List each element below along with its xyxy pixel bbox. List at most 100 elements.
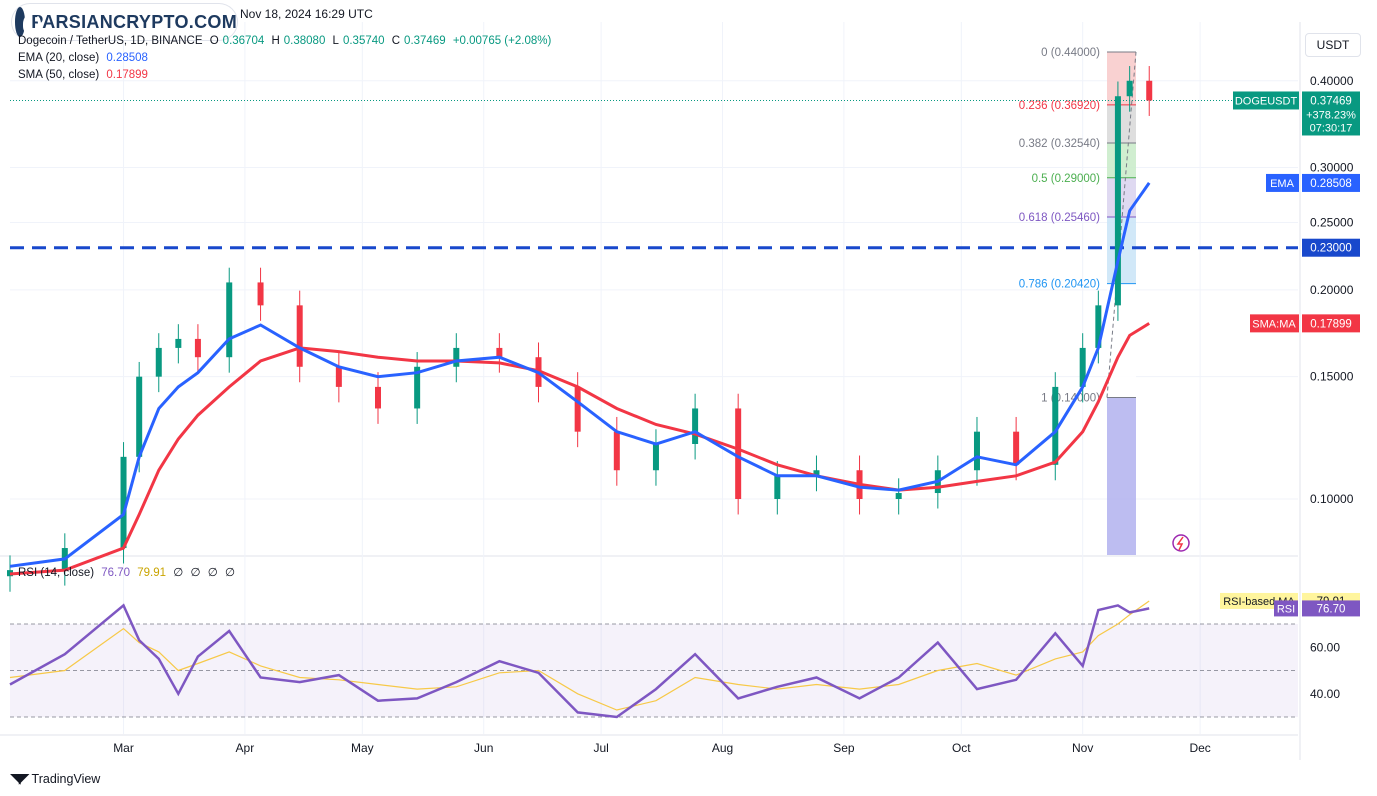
- last-price-change-tag: +378.23%: [1306, 109, 1356, 121]
- rsi-tick-label: 40.00: [1310, 687, 1340, 701]
- rsi-tag-label: RSI: [1277, 603, 1295, 615]
- bar-countdown-tag: 07:30:17: [1310, 122, 1353, 134]
- candle: [136, 376, 143, 457]
- footer-brand-text: TradingView: [31, 771, 101, 786]
- tradingview-logo-icon: ◥◤: [10, 770, 29, 786]
- ema-value: 0.28508: [106, 52, 148, 64]
- rsi-extra: ∅: [207, 567, 218, 579]
- symbol-tag-label: DOGEUSDT: [1235, 95, 1298, 107]
- ema-line: [9, 182, 1151, 568]
- rsi-legend[interactable]: RSI (14, close) 76.70 79.91 ∅ ∅ ∅ ∅: [18, 565, 239, 579]
- fib-trend-line: [1106, 51, 1137, 398]
- rsi-line: [9, 603, 1150, 719]
- fib-level-label: 0 (0.44000): [1041, 47, 1100, 59]
- time-axis-label: May: [351, 741, 374, 755]
- close-label: C: [391, 35, 401, 47]
- candle: [973, 431, 980, 471]
- time-axis-label: Mar: [113, 741, 134, 755]
- fib-level-label: 0.618 (0.25460): [1019, 212, 1100, 224]
- time-axis-label: Dec: [1189, 741, 1210, 755]
- sma-tag-label-box: [1250, 314, 1299, 333]
- rsi-tick-label: 60.00: [1310, 640, 1340, 654]
- candle: [496, 347, 503, 358]
- chart-timestamp: Nov 18, 2024 16:29 UTC: [240, 7, 373, 21]
- ema-tag-label: EMA: [1270, 178, 1295, 190]
- candle: [335, 366, 342, 387]
- time-axis-label: Sep: [833, 741, 855, 755]
- rsi-tag-label-box: [1274, 600, 1298, 617]
- footer-brand[interactable]: ◥◤ TradingView: [10, 770, 100, 787]
- candle: [613, 431, 620, 471]
- sma-value: 0.17899: [106, 69, 148, 81]
- sma-label: SMA (50, close): [18, 69, 100, 81]
- candle: [257, 282, 264, 306]
- candle: [414, 366, 421, 409]
- lightning-icon: [1172, 534, 1190, 552]
- fib-level-label: 0.5 (0.29000): [1032, 173, 1101, 185]
- candle: [735, 408, 742, 499]
- candle: [652, 443, 659, 471]
- rsi-extra: ∅: [190, 567, 201, 579]
- candle: [1079, 347, 1086, 387]
- sma-line: [9, 322, 1150, 576]
- ema-tag-label-box: [1266, 173, 1299, 192]
- price-tick-label: 0.20000: [1310, 283, 1354, 297]
- price-tick-label: 0.15000: [1310, 370, 1354, 384]
- candle: [692, 408, 699, 444]
- support-tag-box: [1302, 238, 1360, 257]
- fib-level-label: 0.236 (0.36920): [1019, 100, 1100, 112]
- price-tick-label: 0.25000: [1310, 216, 1354, 230]
- fib-level-label: 0.382 (0.32540): [1019, 138, 1100, 150]
- logo-mark-icon: [15, 7, 42, 37]
- ema-tag-box: [1302, 173, 1360, 192]
- candle: [813, 470, 820, 476]
- open-label: O: [209, 35, 219, 47]
- candle: [175, 338, 182, 348]
- ema-tag-value: 0.28508: [1310, 178, 1352, 190]
- candle: [194, 338, 201, 358]
- price-tick-label: 0.30000: [1310, 161, 1354, 175]
- candle: [296, 305, 303, 367]
- candle: [375, 386, 381, 409]
- open-value: 0.36704: [222, 35, 265, 47]
- rsi-tag-box: [1302, 600, 1360, 617]
- fib-zone: [1107, 177, 1136, 218]
- high-value: 0.38080: [283, 35, 326, 47]
- rsi-title: RSI (14, close): [18, 567, 95, 579]
- low-label: L: [332, 35, 339, 47]
- ema-label: EMA (20, close): [18, 52, 100, 64]
- candle: [1052, 386, 1059, 465]
- candle: [453, 347, 460, 367]
- ema-legend[interactable]: EMA (20, close) 0.28508: [18, 52, 152, 64]
- symbol-tag-label-box: [1233, 91, 1299, 110]
- rsi-tag-value: 76.70: [1317, 603, 1346, 615]
- rsi-ma-legend-value: 79.91: [137, 567, 167, 579]
- candle: [226, 282, 233, 358]
- site-logo: PARSIANCRYPTO.COM: [12, 4, 237, 40]
- sma-tag-label: SMA:MA: [1252, 318, 1296, 330]
- fib-zone: [1107, 52, 1136, 105]
- symbol-name[interactable]: Dogecoin / TetherUS, 1D, BINANCE: [18, 35, 203, 47]
- rsi-ma-line: [9, 600, 1150, 711]
- price-tick-label: 0.40000: [1310, 74, 1354, 88]
- candle: [1146, 80, 1153, 101]
- currency-button[interactable]: USDT: [1305, 33, 1361, 57]
- time-axis-label: Jul: [593, 741, 608, 755]
- candle: [155, 347, 162, 377]
- fib-level-label: 1 (0.14000): [1041, 392, 1100, 404]
- fib-zone: [1107, 143, 1136, 178]
- support-tag-value: 0.23000: [1310, 243, 1352, 255]
- candle: [1126, 80, 1133, 97]
- candle: [774, 475, 781, 499]
- rsi-extra: ∅: [224, 567, 235, 579]
- time-axis-label: Oct: [952, 741, 971, 755]
- low-value: 0.35740: [342, 35, 385, 47]
- logo-text: PARSIANCRYPTO.COM: [31, 11, 237, 32]
- sma-legend[interactable]: SMA (50, close) 0.17899: [18, 69, 152, 81]
- last-price-tag-box: [1302, 91, 1360, 136]
- change-value: +0.00765 (+2.08%): [452, 35, 552, 47]
- sma-tag-value: 0.17899: [1310, 318, 1352, 330]
- high-label: H: [271, 35, 280, 47]
